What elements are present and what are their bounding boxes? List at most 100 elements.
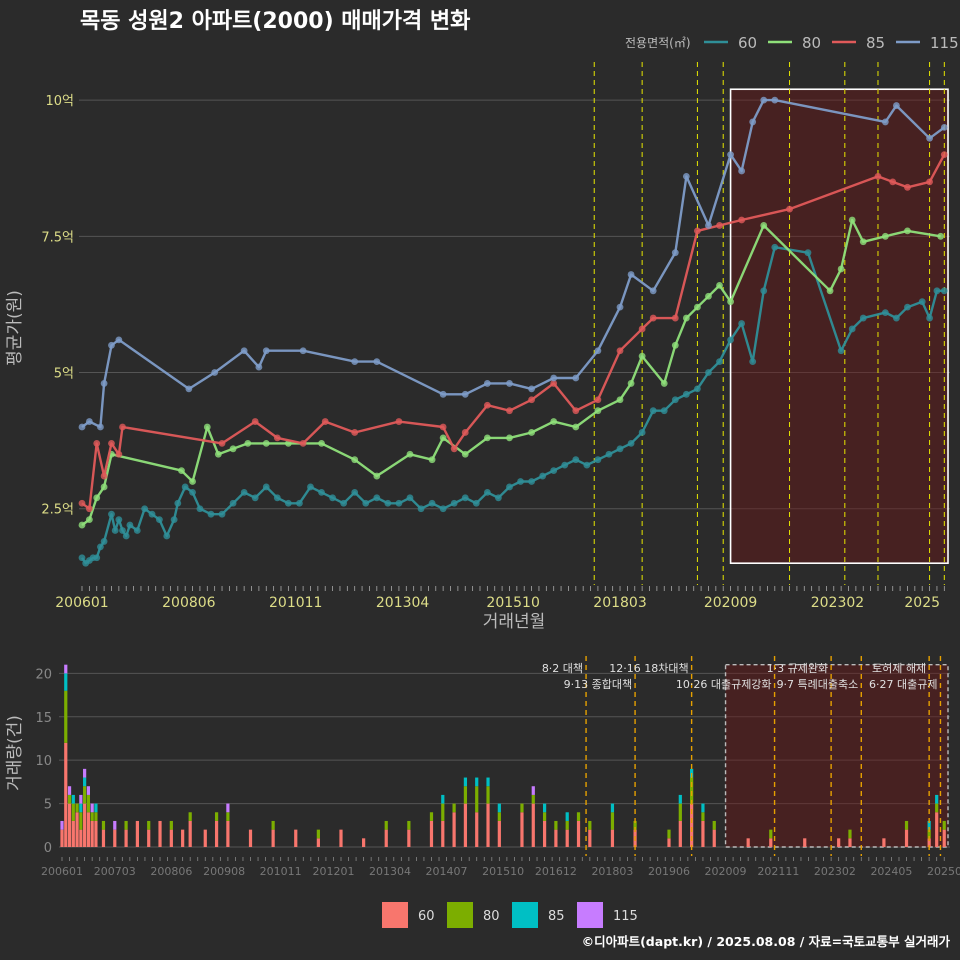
data-point-85 (461, 429, 469, 436)
vol-bar-80 (101, 820, 106, 830)
data-point-80 (904, 227, 911, 235)
data-point-80 (461, 450, 469, 458)
vol-x-tick-label: 201304 (369, 865, 411, 878)
data-point-115 (351, 358, 359, 366)
data-point-115 (881, 118, 889, 126)
legend-label-80: 80 (802, 34, 821, 52)
vol-bar-60 (942, 829, 946, 847)
vol-bar-115 (531, 786, 535, 795)
data-point-60 (904, 303, 911, 311)
x-tick-label: 201510 (486, 595, 539, 611)
data-point-115 (185, 385, 193, 393)
data-point-85 (321, 418, 329, 425)
y-tick-label: 10억 (45, 94, 74, 109)
vol-bar-85 (94, 803, 98, 813)
data-point-80 (550, 418, 558, 425)
data-point-60 (428, 499, 436, 507)
vol-bar-60 (610, 829, 615, 847)
data-point-60 (207, 510, 215, 518)
data-point-60 (550, 467, 558, 474)
vol-bar-60 (147, 829, 151, 847)
vol-bar-60 (927, 838, 931, 847)
vol-bar-85 (935, 794, 939, 804)
data-point-60 (738, 320, 746, 327)
data-point-60 (859, 314, 867, 322)
data-point-60 (196, 505, 204, 513)
data-point-80 (716, 281, 723, 289)
legend-top: 전용면적(㎡) 60 80 85 115 (625, 34, 959, 52)
data-point-60 (362, 499, 370, 507)
vol-bar-85 (927, 820, 931, 830)
vol-y-tick-label: 20 (35, 667, 52, 682)
vol-bar-80 (452, 803, 456, 813)
data-point-115 (78, 423, 86, 431)
data-point-85 (78, 499, 86, 507)
vol-bar-85 (542, 803, 547, 813)
data-point-80 (616, 396, 624, 404)
legend-label-60: 60 (738, 34, 757, 52)
data-point-60 (307, 483, 314, 491)
vol-bar-80 (927, 829, 931, 839)
data-point-85 (450, 445, 458, 453)
vol-x-tick-label: 202508 (927, 865, 960, 878)
data-point-80 (671, 341, 679, 349)
vol-bar-60 (101, 829, 106, 847)
data-point-60 (649, 407, 657, 415)
data-point-60 (933, 287, 941, 295)
vol-bar-60 (188, 820, 192, 847)
upper-y-axis-label: 평균가(원) (5, 290, 25, 366)
vol-bar-80 (610, 812, 615, 830)
vol-bar-80 (188, 812, 192, 821)
vol-bar-80 (90, 812, 94, 821)
data-point-60 (141, 505, 149, 513)
data-point-60 (97, 543, 104, 551)
data-point-60 (119, 527, 126, 534)
vol-bar-80 (67, 794, 72, 804)
data-point-80 (760, 222, 768, 229)
data-point-85 (108, 439, 115, 447)
data-point-85 (439, 423, 447, 431)
highlight-region (729, 88, 949, 565)
vol-bar-60 (554, 829, 558, 847)
data-point-80 (627, 380, 635, 387)
policy-label: 8·2 대책 (542, 662, 583, 675)
data-point-60 (627, 439, 635, 447)
vol-bar-60 (520, 812, 524, 847)
data-point-115 (616, 303, 624, 311)
vol-bar-85 (83, 777, 87, 787)
vol-bar-115 (67, 786, 72, 795)
vol-bar-80 (942, 820, 946, 830)
x-tick-label: 201011 (269, 595, 322, 611)
vol-x-tick-label: 200806 (150, 865, 192, 878)
data-point-80 (881, 232, 889, 240)
vol-y-tick-label: 5 (44, 798, 52, 813)
data-point-60 (108, 510, 115, 518)
legend-swatch-85 (512, 902, 538, 928)
data-point-60 (296, 499, 303, 507)
data-point-60 (240, 488, 248, 496)
vol-bar-85 (678, 794, 682, 804)
data-point-60 (155, 516, 163, 524)
vol-bar-60 (67, 803, 72, 847)
data-point-60 (760, 287, 768, 295)
vol-bar-80 (690, 777, 694, 804)
data-point-60 (727, 336, 734, 344)
vol-x-tick-label: 201803 (591, 865, 633, 878)
data-point-115 (108, 341, 115, 349)
data-point-115 (461, 390, 469, 398)
data-point-85 (874, 173, 882, 180)
vol-bar-60 (203, 829, 207, 847)
data-point-85 (638, 325, 646, 333)
data-point-85 (594, 396, 602, 404)
vol-bar-60 (542, 820, 547, 847)
data-point-115 (528, 385, 535, 393)
vol-bar-80 (94, 812, 98, 821)
vol-bar-60 (64, 742, 68, 847)
data-point-85 (572, 407, 580, 415)
vol-x-tick-label: 201011 (260, 865, 302, 878)
data-point-80 (262, 439, 270, 447)
vol-bar-115 (113, 820, 117, 830)
vol-bar-60 (407, 829, 411, 847)
data-point-60 (893, 314, 900, 322)
vol-bar-115 (64, 664, 68, 674)
